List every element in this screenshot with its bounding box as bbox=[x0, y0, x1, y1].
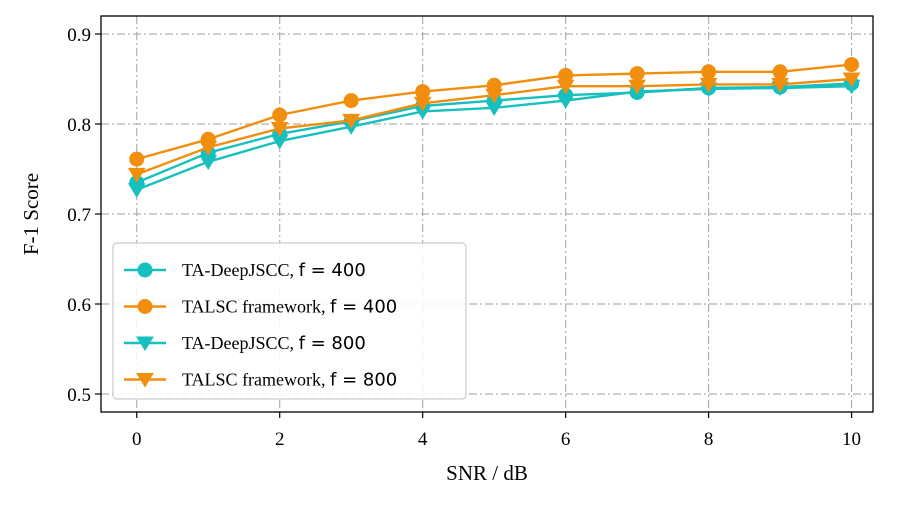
data-point bbox=[556, 94, 575, 109]
data-point bbox=[771, 77, 789, 93]
data-point bbox=[272, 107, 288, 123]
legend-label: TALSC framework, f = 400 bbox=[182, 297, 397, 318]
data-point bbox=[485, 88, 504, 104]
data-point bbox=[772, 64, 788, 80]
data-point bbox=[415, 84, 431, 100]
y-axis-title: F-1 Score bbox=[19, 173, 43, 255]
data-point bbox=[629, 66, 645, 82]
data-point bbox=[199, 140, 218, 156]
y-tick-label: 0.5 bbox=[67, 385, 91, 406]
legend-entry: TA-DeepJSCC, f = 800 bbox=[124, 333, 366, 354]
data-point bbox=[413, 96, 432, 112]
x-axis-title: SNR / dB bbox=[446, 461, 528, 485]
data-point bbox=[270, 122, 289, 137]
data-point bbox=[556, 79, 575, 95]
legend-marker bbox=[137, 262, 153, 278]
data-point bbox=[844, 57, 860, 73]
legend-label: TA-DeepJSCC, f = 800 bbox=[182, 333, 366, 354]
x-tick-label: 8 bbox=[704, 429, 714, 450]
data-point bbox=[701, 64, 717, 80]
legend-box bbox=[112, 242, 467, 400]
data-point bbox=[127, 183, 146, 198]
legend-marker bbox=[136, 373, 154, 388]
data-point bbox=[129, 151, 145, 167]
legend-label: TALSC framework, f = 800 bbox=[182, 370, 397, 391]
legend-marker bbox=[137, 299, 153, 314]
x-tick-label: 10 bbox=[842, 429, 861, 450]
series-layer bbox=[127, 57, 861, 198]
x-tick-label: 0 bbox=[132, 429, 142, 450]
y-tick-label: 0.9 bbox=[67, 25, 91, 46]
x-tick-label: 4 bbox=[418, 429, 428, 450]
legend-entry: TA-DeepJSCC, f = 400 bbox=[124, 260, 366, 281]
data-point bbox=[628, 79, 646, 95]
series-4 bbox=[127, 72, 861, 183]
legend: TA-DeepJSCC, f = 400 TALSC framework, f =… bbox=[112, 242, 467, 400]
data-point bbox=[842, 72, 861, 88]
axis-ticks: 0 2 4 6 8 10 0.5 0.6 0.7 0.8 0.9 bbox=[67, 25, 861, 450]
y-tick-label: 0.7 bbox=[67, 205, 91, 226]
x-tick-label: 6 bbox=[561, 429, 571, 450]
data-point bbox=[343, 93, 359, 109]
x-tick-label: 2 bbox=[275, 429, 285, 450]
data-point bbox=[342, 113, 361, 129]
legend-label: TA-DeepJSCC, f = 400 bbox=[182, 260, 366, 281]
data-point bbox=[127, 167, 146, 183]
legend-entry: TALSC framework, f = 800 bbox=[124, 370, 397, 391]
y-tick-label: 0.6 bbox=[67, 295, 91, 316]
data-point bbox=[699, 77, 718, 93]
y-tick-label: 0.8 bbox=[67, 115, 91, 136]
legend-entry: TALSC framework, f = 400 bbox=[124, 297, 397, 318]
data-point bbox=[199, 155, 218, 170]
legend-marker bbox=[136, 336, 154, 352]
